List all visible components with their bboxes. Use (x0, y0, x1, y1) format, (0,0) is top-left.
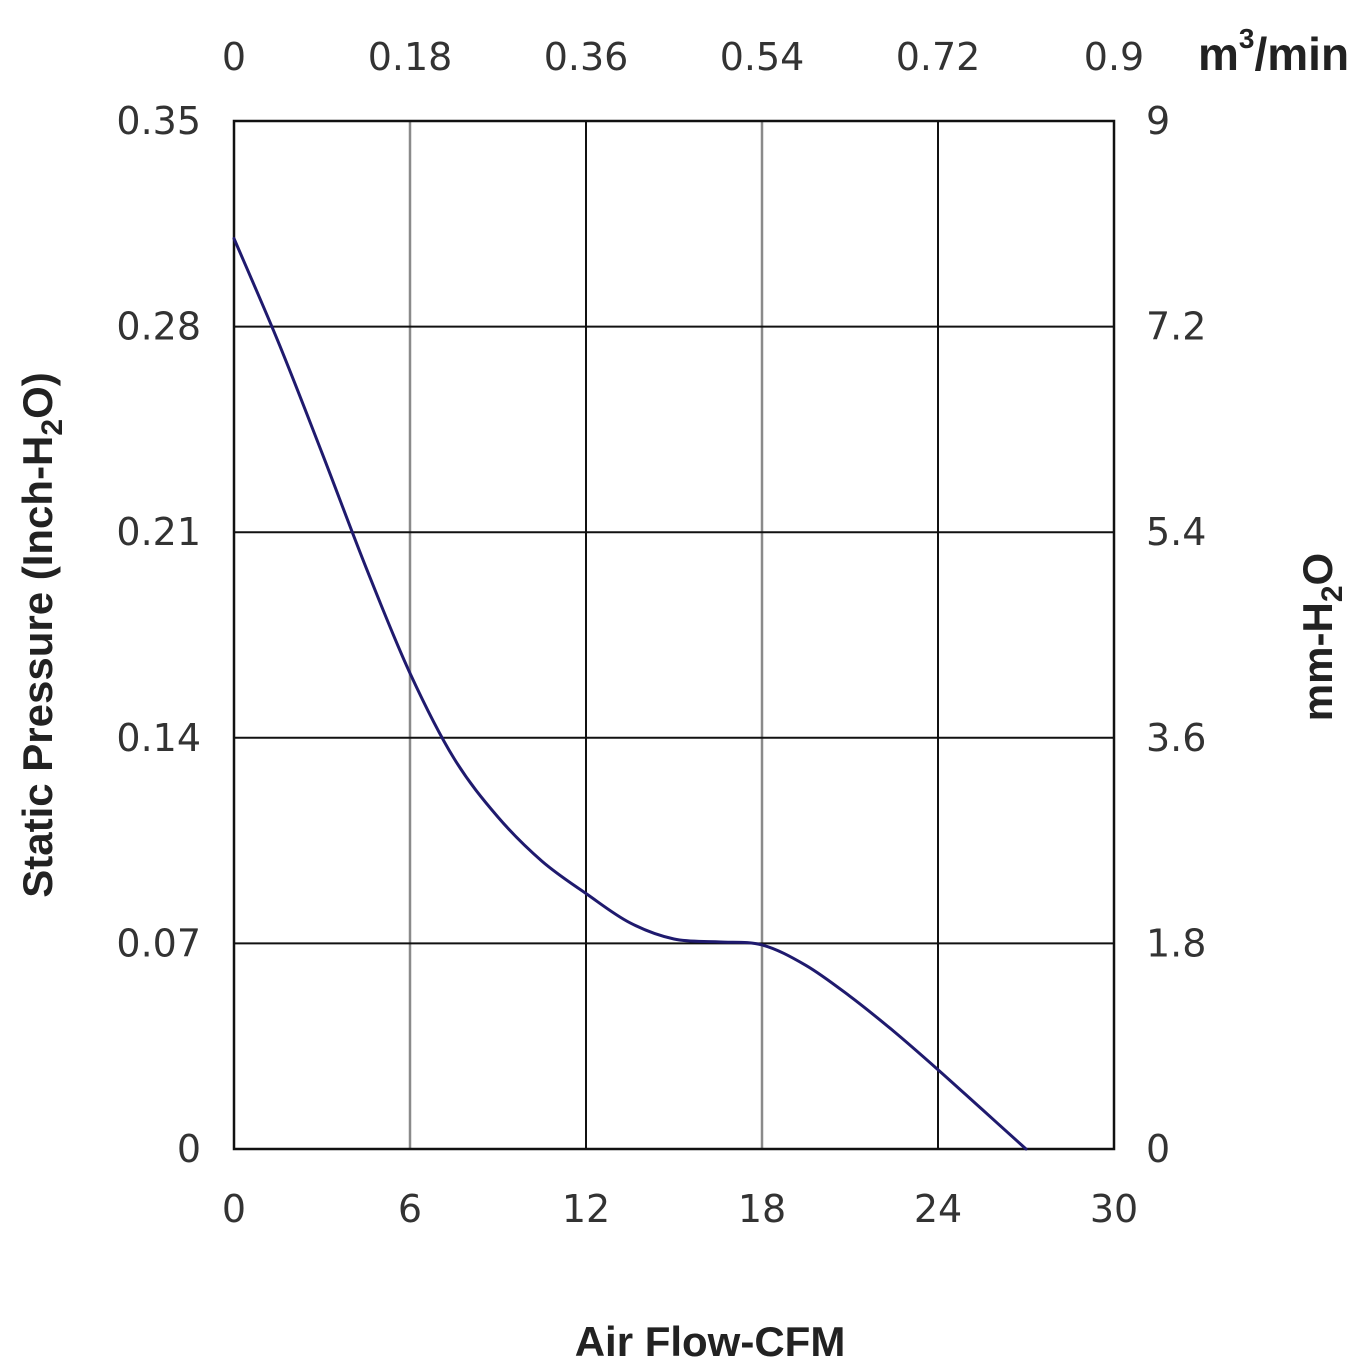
y-right-tick-label: 9 (1146, 99, 1170, 143)
x-top-tick-label: 0.36 (544, 35, 629, 79)
x-top-tick-label: 0.9 (1084, 35, 1144, 79)
y-axis-title-tail: O) (14, 372, 61, 419)
tick-labels: 0 6 12 18 24 300 0.18 0.36 0.54 0.72 0.900.070.140… (116, 35, 1206, 1231)
y-tick-label: 0.21 (116, 510, 201, 554)
x-top-tick-label: 0.54 (720, 35, 805, 79)
y-right-tick-label: 0 (1146, 1127, 1170, 1171)
x-axis-title: Air Flow-CFM (575, 1318, 846, 1365)
grid-lines (234, 121, 1114, 1149)
x-top-tick-label: 0.18 (368, 35, 453, 79)
y-right-tick-label: 3.6 (1146, 716, 1206, 760)
x-tick-label: 0 (222, 1187, 246, 1231)
y-right-axis-title-main: mm-H (1294, 602, 1341, 721)
y-right-tick-label: 5.4 (1146, 510, 1206, 554)
x-tick-label: 6 (398, 1187, 422, 1231)
x-top-axis-title-main: m (1198, 28, 1239, 80)
y-axis-title: Static Pressure (Inch-H2O) (14, 372, 69, 898)
y-right-axis-title: mm-H2O (1294, 553, 1349, 721)
x-top-axis-title-sup: 3 (1239, 23, 1255, 54)
x-top-tick-label: 0 (222, 35, 246, 79)
x-top-tick-label: 0.72 (896, 35, 981, 79)
plot-frame (232, 119, 1116, 1151)
y-tick-label: 0.07 (116, 921, 201, 965)
y-tick-label: 0.35 (116, 99, 201, 143)
x-top-axis-title-tail: /min (1254, 28, 1349, 80)
y-right-tick-label: 7.2 (1146, 305, 1206, 349)
x-tick-label: 12 (562, 1187, 610, 1231)
x-tick-label: 18 (738, 1187, 786, 1231)
series-group (232, 237, 1028, 1151)
y-axis-title-sub: 2 (36, 419, 69, 436)
y-right-tick-label: 1.8 (1146, 921, 1206, 965)
x-top-axis-title: m3/min (1198, 23, 1349, 80)
x-tick-label: 30 (1090, 1187, 1138, 1231)
y-tick-label: 0 (177, 1127, 201, 1171)
x-tick-label: 24 (914, 1187, 962, 1231)
y-right-axis-title-sub: 2 (1316, 585, 1349, 602)
y-tick-label: 0.14 (116, 716, 201, 760)
y-axis-title-main: Static Pressure (Inch-H (14, 436, 61, 898)
series-line (232, 237, 1028, 1151)
y-right-axis-title-tail: O (1294, 553, 1341, 586)
y-tick-label: 0.28 (116, 305, 201, 349)
